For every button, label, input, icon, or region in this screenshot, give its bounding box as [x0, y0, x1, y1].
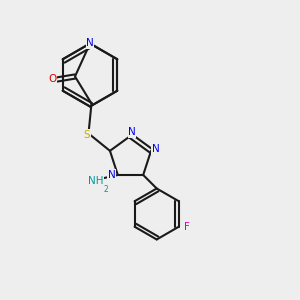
Text: N: N [86, 38, 94, 49]
Text: NH: NH [88, 176, 103, 186]
Text: O: O [48, 74, 57, 85]
Text: 2: 2 [103, 185, 108, 194]
Text: N: N [152, 144, 159, 154]
Text: N: N [128, 127, 136, 137]
Text: N: N [108, 170, 116, 180]
Text: F: F [184, 222, 190, 232]
Text: S: S [84, 130, 90, 140]
